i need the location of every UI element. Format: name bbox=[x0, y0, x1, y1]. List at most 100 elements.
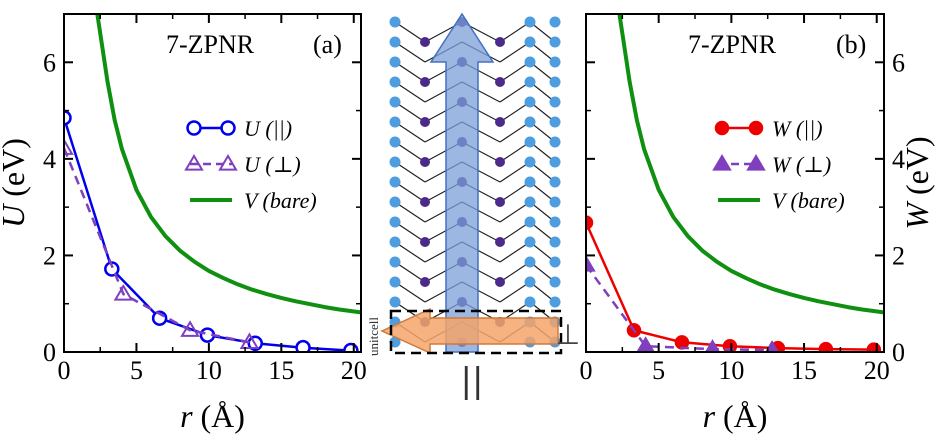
legend-label-1-1: W (⊥) bbox=[772, 152, 831, 177]
atom bbox=[389, 116, 401, 128]
plot-area bbox=[64, 14, 361, 352]
x-tick-label-0-1: 5 bbox=[130, 356, 143, 385]
series-line-0-1 bbox=[64, 147, 250, 344]
y-axis-label-unit: (eV) bbox=[899, 136, 935, 203]
plot-frame bbox=[63, 13, 362, 353]
atom bbox=[524, 96, 536, 108]
bond bbox=[499, 121, 531, 143]
atom bbox=[420, 37, 430, 47]
series-line-0-2 bbox=[95, 14, 361, 315]
atom bbox=[524, 256, 536, 268]
atom bbox=[420, 197, 430, 207]
atom bbox=[389, 16, 401, 28]
data-point-1-0-6 bbox=[866, 342, 882, 352]
atom bbox=[495, 37, 505, 47]
data-point-1-0-3 bbox=[722, 338, 738, 352]
atom bbox=[524, 76, 536, 88]
bond bbox=[394, 141, 426, 163]
plot-frame bbox=[585, 13, 885, 353]
data-point-0-0-0 bbox=[64, 110, 72, 126]
bond bbox=[499, 161, 531, 183]
atom bbox=[389, 296, 401, 308]
data-point-1-0-0 bbox=[586, 215, 594, 230]
y-tick-label-0-3: 6 bbox=[43, 48, 56, 77]
bond bbox=[394, 61, 426, 83]
legend-marker-1-0 bbox=[748, 120, 764, 136]
atom bbox=[549, 236, 561, 248]
atom bbox=[420, 117, 430, 127]
y-tick-label-1-2: 4 bbox=[892, 145, 905, 174]
bond bbox=[499, 181, 531, 203]
data-point-1-1-0 bbox=[586, 255, 596, 272]
atom bbox=[524, 156, 536, 168]
data-point-0-1-3 bbox=[239, 332, 260, 349]
atom bbox=[549, 136, 561, 148]
data-point-0-1-1 bbox=[113, 284, 134, 301]
atom bbox=[549, 276, 561, 288]
bond bbox=[394, 281, 426, 303]
atom bbox=[389, 56, 401, 68]
atom bbox=[549, 296, 561, 308]
atom bbox=[389, 256, 401, 268]
bond bbox=[394, 221, 426, 243]
parallel-arrow bbox=[429, 12, 495, 353]
y-tick-label-0-1: 2 bbox=[43, 241, 56, 270]
y-axis-label-var: W bbox=[899, 200, 935, 230]
x-tick-label-0-4: 20 bbox=[341, 356, 367, 385]
atom bbox=[389, 276, 401, 288]
legend-marker-0-1 bbox=[218, 154, 238, 171]
y-tick-label-1-3: 6 bbox=[892, 48, 905, 77]
atom bbox=[524, 176, 536, 188]
parallel-label: || bbox=[461, 361, 484, 401]
x-tick-label-1-4: 20 bbox=[864, 356, 890, 385]
atom bbox=[549, 256, 561, 268]
y-tick-label-0-2: 4 bbox=[43, 145, 56, 174]
data-point-0-1-2 bbox=[180, 320, 200, 337]
x-axis-label-var: r bbox=[703, 398, 716, 434]
series-line-0-0 bbox=[64, 117, 351, 352]
atom bbox=[389, 216, 401, 228]
y-tick-label-0-0: 0 bbox=[43, 338, 56, 367]
atom bbox=[524, 16, 536, 28]
panel-label: (b) bbox=[836, 30, 866, 59]
series-line-1-2 bbox=[617, 14, 884, 315]
x-axis-label-var: r bbox=[180, 398, 193, 434]
perpendicular-arrow bbox=[380, 307, 559, 355]
data-point-0-1-0 bbox=[64, 138, 74, 155]
bond bbox=[394, 41, 426, 63]
atom bbox=[549, 16, 561, 28]
legend-marker-1-0 bbox=[714, 120, 730, 136]
x-tick-label-1-0: 0 bbox=[580, 356, 593, 385]
bond bbox=[499, 241, 531, 263]
legend-label-0-0: U (||) bbox=[244, 116, 292, 141]
atom bbox=[524, 296, 536, 308]
atom bbox=[549, 176, 561, 188]
legend-label-1-0: W (||) bbox=[772, 116, 823, 141]
bond bbox=[499, 41, 531, 63]
x-axis-label-unit: (Å) bbox=[193, 398, 245, 434]
atom bbox=[549, 116, 561, 128]
atom bbox=[524, 196, 536, 208]
x-tick-label-0-0: 0 bbox=[58, 356, 71, 385]
bond bbox=[499, 281, 531, 303]
atom bbox=[549, 156, 561, 168]
data-point-0-0-5 bbox=[295, 339, 311, 352]
y-axis-label-var: U bbox=[0, 203, 31, 228]
y-axis-label: U (eV) bbox=[0, 138, 31, 228]
bond bbox=[394, 181, 426, 203]
x-axis-label-unit: (Å) bbox=[715, 398, 767, 434]
atom bbox=[389, 76, 401, 88]
bond bbox=[394, 121, 426, 143]
atom bbox=[495, 117, 505, 127]
x-tick-label-1-3: 15 bbox=[791, 356, 817, 385]
series-line-1-1 bbox=[586, 264, 773, 352]
panel-title: 7-ZPNR bbox=[166, 30, 255, 59]
atom bbox=[420, 157, 430, 167]
panel-label: (a) bbox=[313, 30, 342, 59]
atom bbox=[389, 96, 401, 108]
atom bbox=[524, 36, 536, 48]
y-tick-label-1-0: 0 bbox=[892, 338, 905, 367]
bond bbox=[499, 101, 531, 123]
y-axis-label-unit: (eV) bbox=[0, 138, 31, 205]
